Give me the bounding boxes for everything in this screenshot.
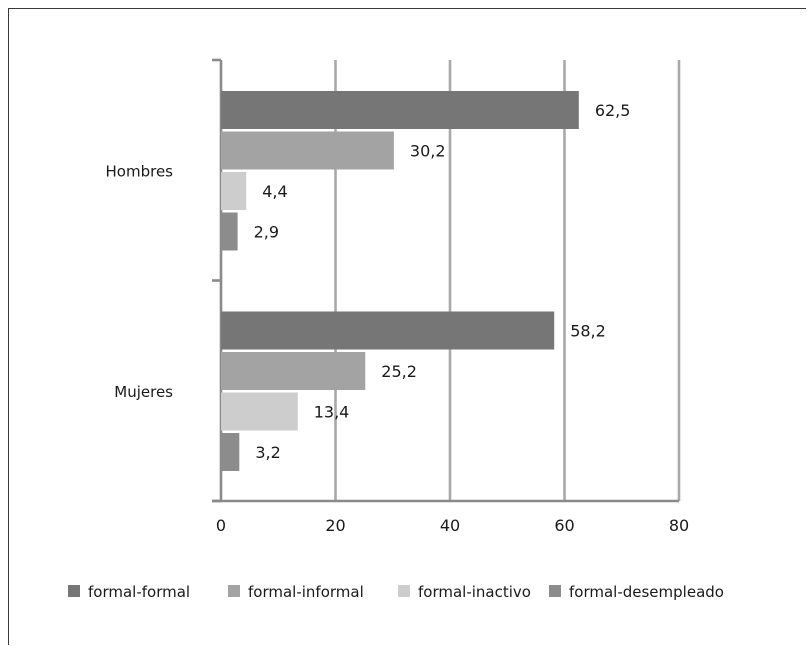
data-label: 2,9 [254,223,279,242]
x-tick-label: 40 [440,516,460,535]
bar [221,172,247,210]
legend-label: formal-informal [248,583,364,601]
data-label: 58,2 [570,322,606,341]
bar [221,352,366,390]
data-label: 25,2 [381,362,417,381]
data-label: 4,4 [262,182,287,201]
legend-label: formal-desempleado [569,583,724,601]
x-tick-label: 0 [216,516,226,535]
data-label: 13,4 [314,403,350,422]
bar [221,311,555,350]
legend-swatch [398,585,410,597]
x-tick-label: 20 [325,516,345,535]
category-label: Mujeres [114,383,173,401]
bar [221,212,238,251]
bar [221,433,240,471]
bar [221,131,394,170]
legend-swatch [549,585,561,597]
legend-swatch [228,585,240,597]
legend-label: formal-formal [88,583,190,601]
x-tick-label: 60 [554,516,574,535]
x-tick-label: 80 [669,516,689,535]
bar [221,91,579,129]
legend-swatch [68,585,80,597]
legend-label: formal-inactivo [418,583,531,601]
data-label: 30,2 [410,142,446,161]
category-label: Hombres [106,162,174,180]
chart-frame [8,8,806,645]
data-label: 3,2 [255,443,280,462]
bar [221,392,298,431]
data-label: 62,5 [595,101,631,120]
